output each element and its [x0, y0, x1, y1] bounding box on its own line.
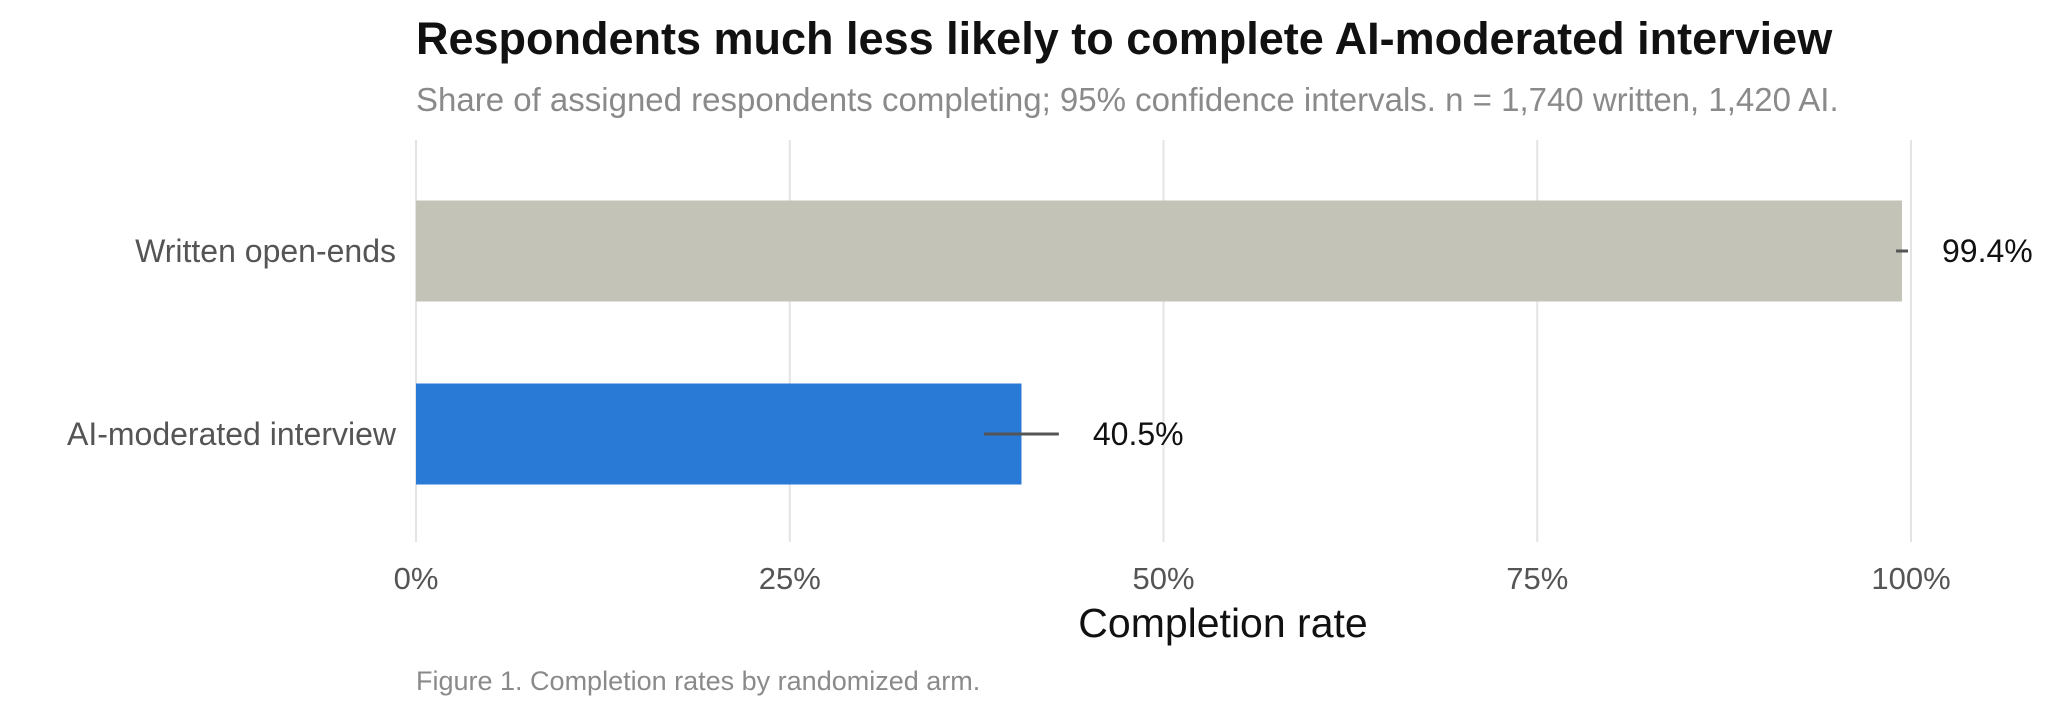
bars	[416, 200, 1903, 485]
category-labels: Written open-ends AI-moderated interview	[67, 233, 397, 452]
chart-title: Respondents much less likely to complete…	[416, 13, 1833, 64]
x-axis-title: Completion rate	[1078, 600, 1367, 646]
category-label-0: Written open-ends	[135, 233, 396, 269]
chart-subtitle: Share of assigned respondents completing…	[416, 81, 1839, 118]
value-labels: 99.4% 40.5%	[1093, 233, 2033, 452]
x-tick-label-1: 25%	[759, 561, 821, 596]
category-label-1: AI-moderated interview	[67, 416, 397, 452]
value-label-1: 40.5%	[1093, 416, 1184, 452]
confidence-intervals	[984, 249, 1909, 436]
x-tick-labels: 0% 25% 50% 75% 100%	[394, 561, 1951, 596]
bar-1	[416, 383, 1022, 485]
x-tick-label-3: 75%	[1506, 561, 1568, 596]
figure-caption: Figure 1. Completion rates by randomized…	[416, 666, 980, 696]
x-tick-label-0: 0%	[394, 561, 439, 596]
bar-0	[416, 200, 1903, 302]
x-tick-label-2: 50%	[1132, 561, 1194, 596]
x-tick-label-4: 100%	[1871, 561, 1950, 596]
value-label-0: 99.4%	[1942, 233, 2033, 269]
